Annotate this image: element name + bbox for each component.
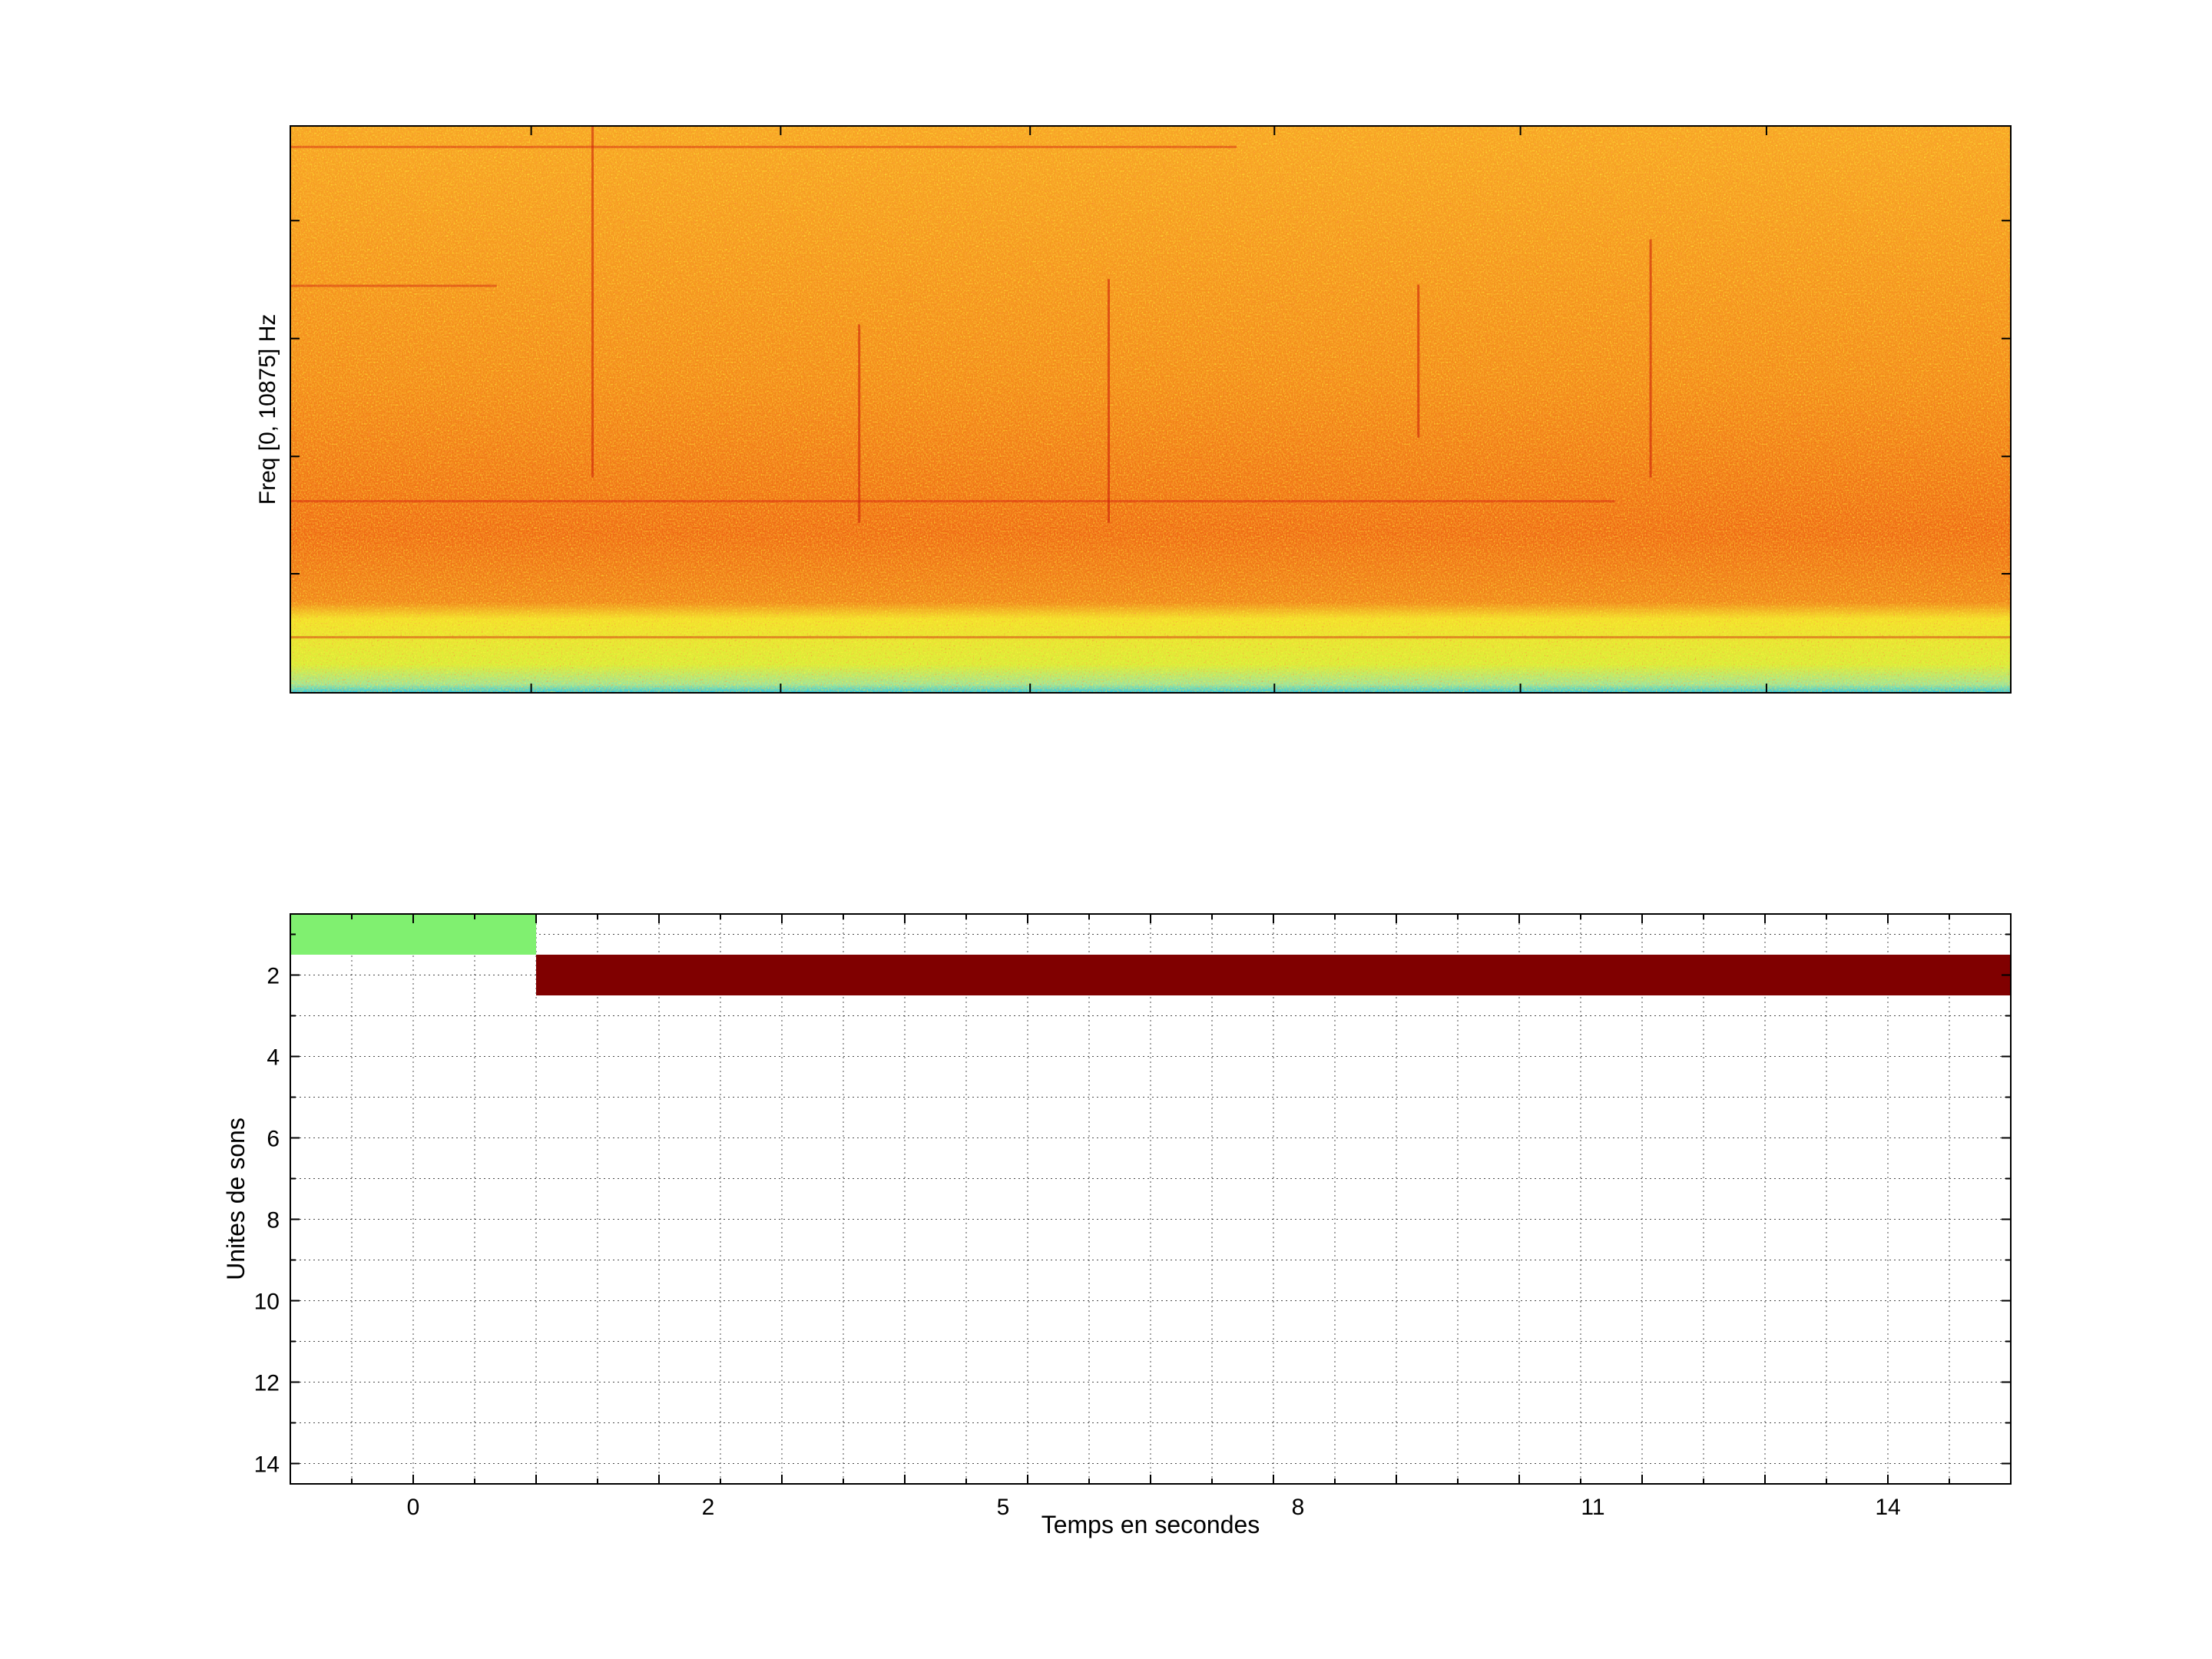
- spectrogram-panel: Freq [0, 10875] Hz: [255, 125, 2012, 694]
- spectrogram-streak: [290, 636, 2011, 639]
- spectrogram-streak: [290, 284, 497, 287]
- units-y-tick-label: 14: [254, 1452, 280, 1478]
- units-x-tick-label: 5: [997, 1495, 1010, 1520]
- spectrogram-ylabel: Freq [0, 10875] Hz: [255, 314, 280, 505]
- spectrogram-frame: [290, 125, 2012, 694]
- sound-unit-segment-2: [536, 955, 2011, 995]
- units-ticks: [290, 914, 2012, 1484]
- units-panel: 0 2 5 8 11 14 2 4 6 8 10 12 14 Temps en secondes Un…: [222, 913, 2012, 1538]
- units-x-tick-label: 11: [1581, 1495, 1604, 1520]
- units-xlabel: Temps en secondes: [1041, 1511, 1260, 1538]
- units-x-tick-label: 0: [407, 1495, 420, 1520]
- spectrogram-streak: [1417, 284, 1420, 438]
- spectrogram-streak: [1108, 279, 1110, 523]
- units-y-tick-label: 8: [267, 1208, 280, 1233]
- units-y-tick-label: 6: [267, 1127, 280, 1152]
- units-x-tick-label: 8: [1292, 1495, 1305, 1520]
- units-x-tick-label: 14: [1875, 1495, 1900, 1520]
- units-y-tick-label: 12: [254, 1371, 280, 1396]
- units-y-tick-labels: 2 4 6 8 10 12 14: [254, 964, 280, 1478]
- spectrogram-streak: [591, 126, 594, 478]
- units-ylabel: Unites de sons: [222, 1118, 250, 1280]
- spectrogram-streak: [858, 324, 861, 523]
- units-y-tick-label: 2: [267, 964, 280, 989]
- units-x-tick-labels: 0 2 5 8 11 14: [407, 1495, 1901, 1520]
- units-y-tick-label: 4: [267, 1045, 280, 1071]
- spectrogram-streak: [290, 145, 1237, 148]
- spectrogram-streak: [290, 500, 1615, 503]
- spectrogram-streak: [1649, 239, 1652, 478]
- units-x-tick-label: 2: [702, 1495, 715, 1520]
- spectrogram-texture: [290, 126, 2011, 693]
- spectrogram-streaks: [290, 126, 2011, 639]
- units-y-tick-label: 10: [254, 1290, 280, 1315]
- spectrogram-ticks: [290, 126, 2011, 693]
